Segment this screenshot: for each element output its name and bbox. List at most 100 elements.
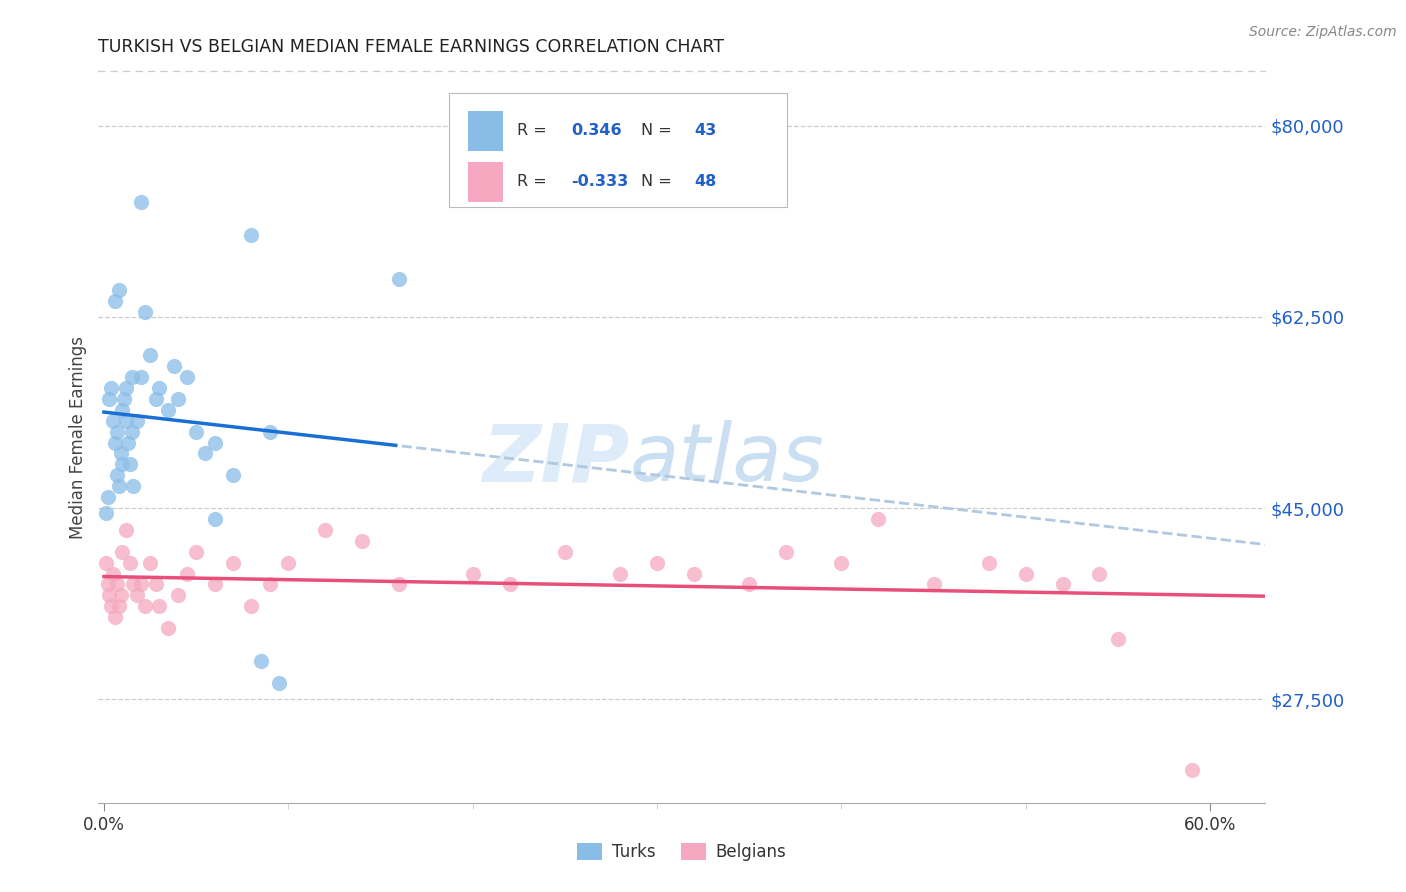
Point bbox=[111, 402, 134, 417]
Point bbox=[609, 566, 631, 581]
Point bbox=[104, 435, 127, 450]
Text: R =: R = bbox=[517, 174, 553, 189]
Point bbox=[1107, 632, 1129, 646]
Point bbox=[645, 556, 668, 570]
Point bbox=[129, 577, 152, 591]
Point bbox=[115, 414, 138, 428]
Point bbox=[157, 402, 180, 417]
Point bbox=[204, 577, 226, 591]
Point bbox=[121, 425, 143, 439]
Point bbox=[222, 468, 245, 483]
Point bbox=[111, 458, 134, 472]
Bar bbox=[468, 111, 503, 151]
Point bbox=[94, 507, 117, 521]
Point bbox=[107, 283, 129, 297]
Point bbox=[148, 599, 170, 614]
Point bbox=[110, 446, 132, 460]
Text: N =: N = bbox=[641, 123, 676, 138]
Point bbox=[94, 556, 117, 570]
Point bbox=[166, 392, 188, 406]
Y-axis label: Median Female Earnings: Median Female Earnings bbox=[69, 335, 87, 539]
Point bbox=[129, 195, 152, 210]
Point bbox=[738, 577, 761, 591]
Point bbox=[97, 490, 120, 504]
Point bbox=[107, 479, 129, 493]
Text: R =: R = bbox=[517, 123, 553, 138]
Point bbox=[498, 577, 520, 591]
Legend: Turks, Belgians: Turks, Belgians bbox=[571, 836, 793, 868]
Point bbox=[163, 359, 186, 373]
Point bbox=[111, 545, 134, 559]
Text: N =: N = bbox=[641, 174, 676, 189]
Point bbox=[461, 566, 484, 581]
Point bbox=[98, 588, 121, 602]
Point bbox=[204, 435, 226, 450]
Point bbox=[127, 414, 149, 428]
Point bbox=[101, 414, 124, 428]
Point bbox=[112, 392, 135, 406]
Point bbox=[139, 348, 162, 362]
Point bbox=[97, 577, 120, 591]
Point bbox=[267, 675, 290, 690]
Point bbox=[204, 512, 226, 526]
Point bbox=[184, 545, 207, 559]
Text: 0.346: 0.346 bbox=[571, 123, 621, 138]
Point bbox=[145, 392, 167, 406]
Bar bbox=[468, 161, 503, 202]
Point bbox=[1052, 577, 1074, 591]
Point bbox=[145, 577, 167, 591]
Point bbox=[352, 533, 374, 548]
Point bbox=[1015, 566, 1038, 581]
Point bbox=[98, 392, 121, 406]
Point bbox=[166, 588, 188, 602]
Point bbox=[176, 566, 198, 581]
Point bbox=[115, 523, 138, 537]
Point bbox=[105, 468, 128, 483]
Point bbox=[104, 293, 127, 308]
Point bbox=[118, 458, 141, 472]
Point bbox=[259, 577, 281, 591]
Point bbox=[922, 577, 945, 591]
Point bbox=[775, 545, 797, 559]
Point bbox=[554, 545, 576, 559]
Point bbox=[105, 425, 128, 439]
Point bbox=[240, 599, 263, 614]
Point bbox=[118, 556, 141, 570]
Point bbox=[683, 566, 706, 581]
Text: 48: 48 bbox=[695, 174, 717, 189]
Point bbox=[259, 425, 281, 439]
Point bbox=[157, 621, 180, 635]
Point bbox=[139, 556, 162, 570]
Point bbox=[977, 556, 1000, 570]
Point bbox=[105, 577, 128, 591]
Text: -0.333: -0.333 bbox=[571, 174, 628, 189]
Point bbox=[240, 228, 263, 243]
Point bbox=[314, 523, 336, 537]
Point bbox=[249, 654, 271, 668]
Point bbox=[110, 588, 132, 602]
Point bbox=[1088, 566, 1111, 581]
Point bbox=[100, 381, 122, 395]
Point bbox=[194, 446, 217, 460]
Point bbox=[277, 556, 299, 570]
Point bbox=[100, 599, 122, 614]
Point bbox=[388, 577, 411, 591]
Point bbox=[101, 566, 124, 581]
Point bbox=[830, 556, 852, 570]
Point bbox=[134, 599, 156, 614]
Point bbox=[104, 610, 127, 624]
Point bbox=[134, 304, 156, 318]
Point bbox=[127, 588, 149, 602]
Point bbox=[129, 370, 152, 384]
Point bbox=[122, 577, 145, 591]
Point bbox=[107, 599, 129, 614]
Point bbox=[184, 425, 207, 439]
Point bbox=[176, 370, 198, 384]
Point bbox=[1181, 763, 1204, 777]
Point bbox=[115, 381, 138, 395]
Text: Source: ZipAtlas.com: Source: ZipAtlas.com bbox=[1249, 25, 1396, 39]
Point bbox=[117, 435, 139, 450]
Point bbox=[148, 381, 170, 395]
Text: atlas: atlas bbox=[630, 420, 824, 498]
Text: TURKISH VS BELGIAN MEDIAN FEMALE EARNINGS CORRELATION CHART: TURKISH VS BELGIAN MEDIAN FEMALE EARNING… bbox=[98, 38, 724, 56]
